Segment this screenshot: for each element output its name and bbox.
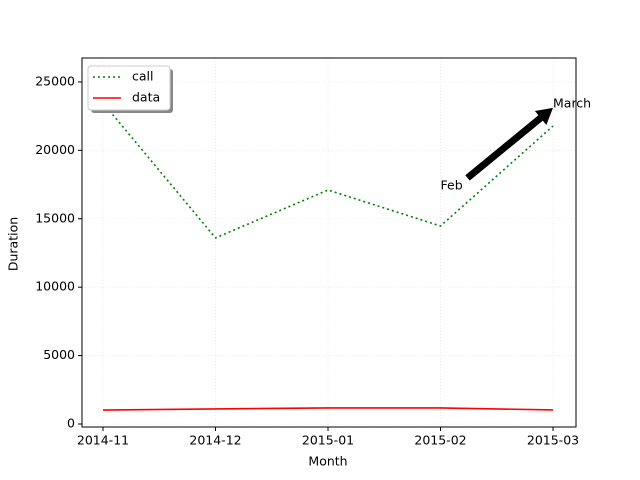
x-tick-label: 2015-02 (414, 433, 466, 448)
annotation: March (553, 95, 591, 110)
line-series (102, 102, 554, 239)
y-tick-label: 25000 (35, 73, 75, 88)
y-tick-label: 5000 (43, 347, 75, 362)
legend-label: data (132, 90, 160, 105)
line-series (102, 407, 554, 411)
annotation: Feb (441, 177, 463, 192)
y-tick-label: 10000 (35, 279, 75, 294)
annotation-arrowhead (534, 107, 553, 125)
y-tick-label: 15000 (35, 210, 75, 225)
y-axis-label: Duration (6, 217, 21, 271)
annotation-arrow (465, 115, 543, 181)
x-tick-label: 2015-03 (527, 433, 579, 448)
x-tick-label: 2014-12 (189, 433, 241, 448)
x-tick-label: 2014-11 (77, 433, 129, 448)
legend-label: call (132, 69, 153, 84)
x-axis-label: Month (308, 454, 347, 469)
plot-frame (81, 57, 577, 428)
y-tick-label: 20000 (35, 142, 75, 157)
y-tick-label: 0 (67, 415, 75, 430)
x-tick-label: 2015-01 (302, 433, 354, 448)
